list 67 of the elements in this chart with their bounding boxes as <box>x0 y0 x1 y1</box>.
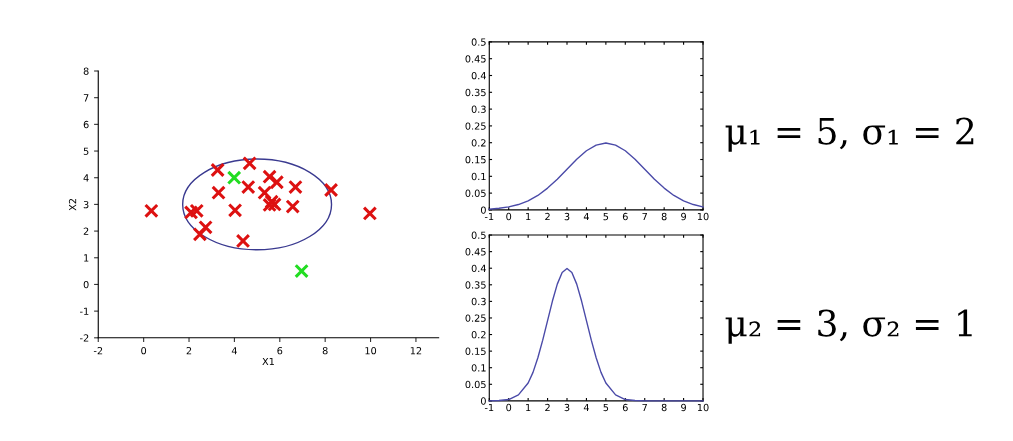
y-tick-label: 0.5 <box>471 231 486 239</box>
y-tick-label: 0.45 <box>465 248 486 256</box>
x-tick-label: 4 <box>583 212 589 221</box>
y-tick-label: 0.15 <box>465 347 486 355</box>
y-tick-label: 0.2 <box>471 139 486 147</box>
text: μ₁ = 5, σ₁ = 2 <box>725 117 974 152</box>
y-tick-label: 0.1 <box>471 172 486 181</box>
x-tick-label: 4 <box>231 347 237 355</box>
x-tick-label: 12 <box>410 347 422 355</box>
x-tick-label: 7 <box>642 212 647 221</box>
y-tick-label: 0 <box>83 280 89 289</box>
y-tick-label: 0.35 <box>465 88 486 97</box>
x-tick-label: 9 <box>681 212 686 221</box>
y-tick-label: -1 <box>80 307 89 315</box>
y-tick-label: 0.35 <box>465 281 486 289</box>
x-tick-label: 8 <box>322 347 328 355</box>
y-tick-label: 0.05 <box>465 189 486 197</box>
x-tick-label: 1 <box>526 403 531 412</box>
x-tick-label: 3 <box>564 403 570 412</box>
y-tick-label: 0.1 <box>471 364 486 372</box>
x-tick-label: 10 <box>697 212 709 221</box>
y-tick-label: 0.4 <box>471 264 486 273</box>
x-tick-label: 7 <box>642 403 647 412</box>
y-tick-label: 0.45 <box>465 55 486 63</box>
y-tick-label: -2 <box>80 334 89 342</box>
y-tick-label: 0.15 <box>465 155 486 164</box>
x-axis-title: X1 <box>262 357 274 366</box>
x-tick-label: 6 <box>622 403 628 412</box>
y-tick-label: 0.3 <box>471 297 486 306</box>
y-tick-label: 3 <box>83 200 89 209</box>
y-tick-label: 0.2 <box>471 331 486 339</box>
x-tick-label: 10 <box>697 403 709 412</box>
y-tick-label: 0 <box>480 397 486 405</box>
x-tick-label: 6 <box>622 212 628 221</box>
y-tick-label: 0.25 <box>465 314 486 322</box>
text: μ₂ = 3, σ₂ = 1 <box>725 309 972 344</box>
x-tick-label: 6 <box>277 347 283 355</box>
y-tick-label: 0.5 <box>471 38 486 46</box>
x-tick-label: 2 <box>545 403 550 412</box>
y-tick-label: 0.3 <box>471 105 486 113</box>
x-tick-label: 0 <box>141 347 147 355</box>
y-tick-label: 0 <box>480 206 486 214</box>
x-tick-label: 2 <box>186 347 192 355</box>
x-tick-label: 0 <box>506 403 512 412</box>
y-tick-label: 6 <box>83 120 89 129</box>
y-axis-title: X2 <box>68 198 77 211</box>
x-tick-label: 1 <box>526 212 531 221</box>
x-tick-label: 5 <box>603 403 609 412</box>
x-tick-label: 4 <box>583 403 589 412</box>
x-tick-label: 0 <box>506 212 512 221</box>
x-tick-label: 5 <box>603 212 609 221</box>
x-tick-label: -2 <box>93 347 103 355</box>
x-tick-label: 9 <box>681 403 686 412</box>
x-tick-label: 2 <box>545 212 550 221</box>
y-tick-label: 7 <box>83 94 89 102</box>
y-tick-label: 0.05 <box>465 380 486 389</box>
x-tick-label: 8 <box>661 212 667 221</box>
x-tick-label: 3 <box>564 212 570 221</box>
y-tick-label: 5 <box>83 147 89 155</box>
y-tick-label: 0.4 <box>471 71 486 80</box>
y-tick-label: 1 <box>84 254 89 262</box>
y-tick-label: 0.25 <box>465 122 486 130</box>
x-tick-label: 8 <box>661 403 667 412</box>
y-tick-label: 2 <box>83 227 89 235</box>
y-tick-label: 8 <box>83 67 89 75</box>
x-tick-label: 10 <box>365 347 377 355</box>
y-tick-label: 4 <box>83 174 89 182</box>
